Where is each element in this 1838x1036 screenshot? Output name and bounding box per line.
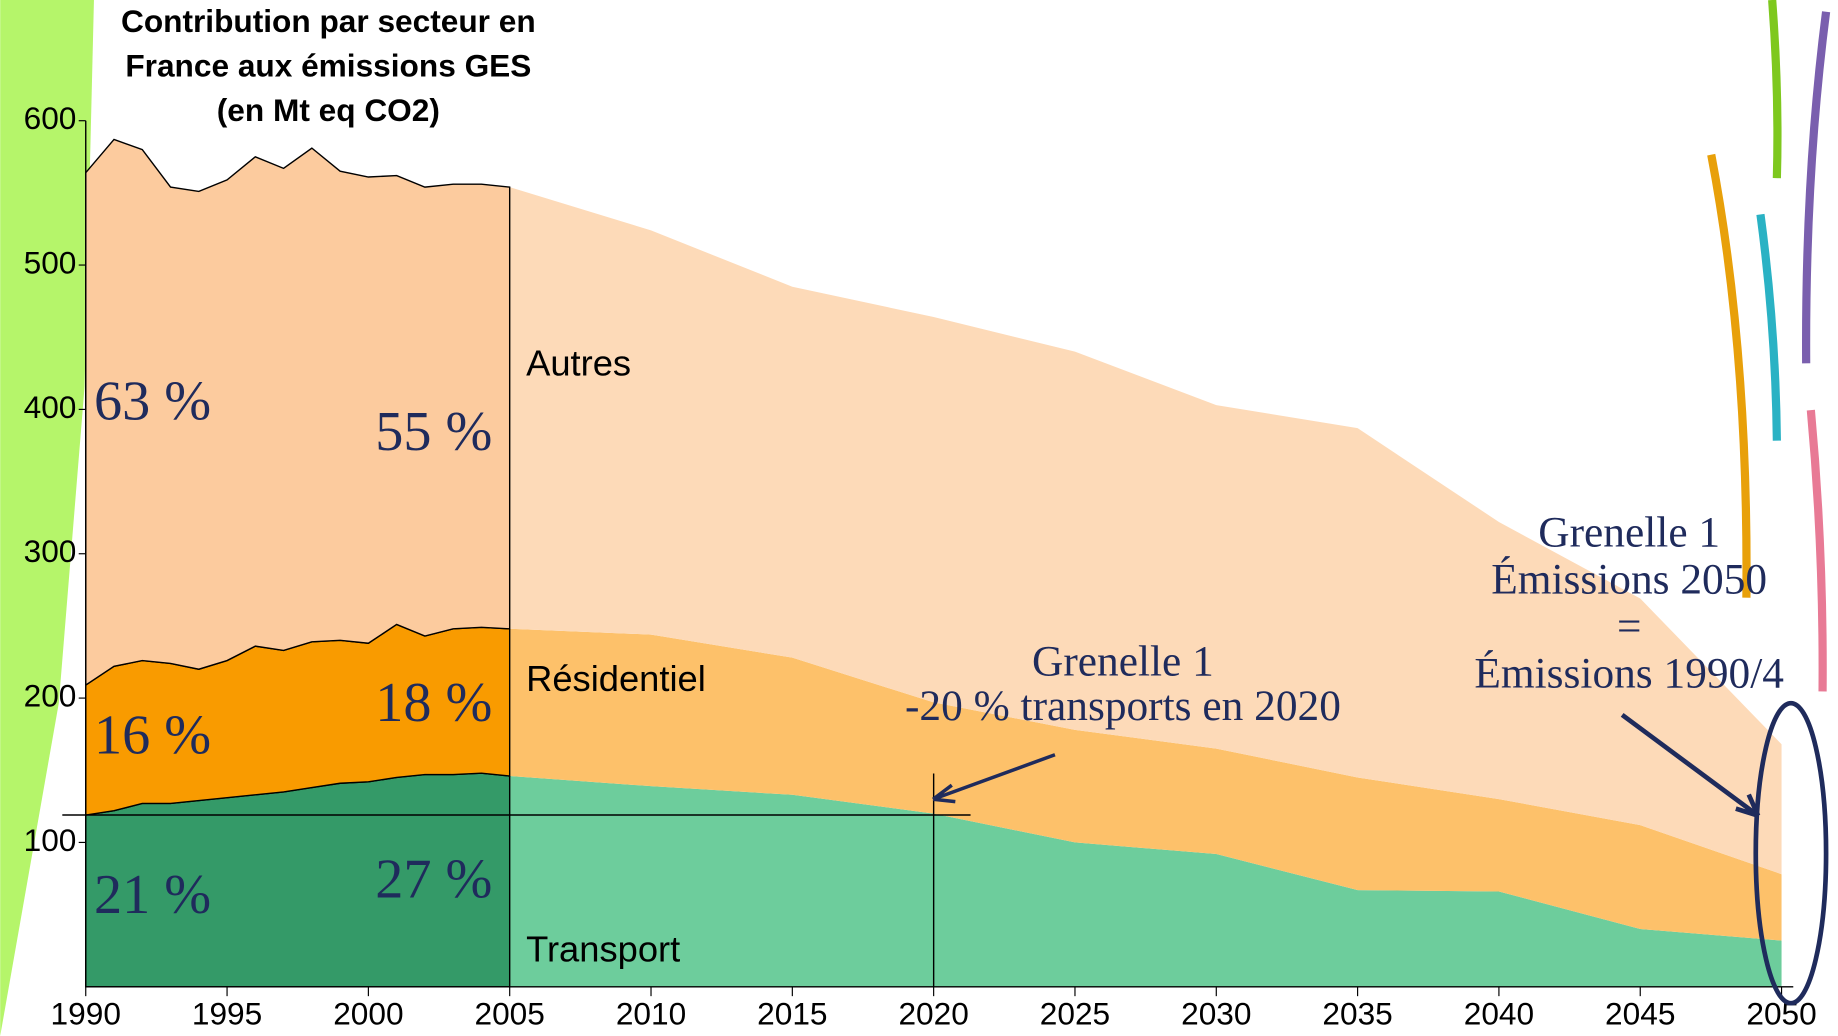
y-tick-label: 100 (24, 822, 77, 858)
x-tick-label: 2010 (616, 995, 686, 1031)
annotation: Grenelle 1 (1032, 638, 1214, 686)
y-tick-label: 400 (24, 389, 77, 425)
series-label: Transport (526, 928, 680, 969)
share-label: 16 % (94, 705, 211, 767)
share-label: 21 % (94, 864, 211, 926)
area-proj (509, 187, 1782, 875)
share-label: 55 % (375, 401, 492, 463)
area-proj (509, 628, 1782, 941)
y-tick-label: 200 (24, 677, 77, 713)
x-tick-label: 2020 (898, 995, 968, 1031)
x-tick-label: 2000 (333, 995, 403, 1031)
decor-stripe (0, 0, 94, 1036)
x-tick-label: 2035 (1322, 995, 1392, 1031)
x-tick-label: 2025 (1040, 995, 1110, 1031)
x-tick-label: 2040 (1464, 995, 1534, 1031)
x-tick-label: 2045 (1605, 995, 1675, 1031)
x-tick-label: 2030 (1181, 995, 1251, 1031)
chart-title: France aux émissions GES (125, 47, 531, 83)
highlight-ellipse (1753, 700, 1829, 1006)
annotation: = (1617, 602, 1641, 650)
annotation: Grenelle 1 (1538, 509, 1720, 557)
arrow (932, 753, 1056, 804)
plot: Transport Résidentiel Autres 100 200 300 400 50… (24, 3, 1829, 1031)
y-tick-label: 600 (24, 100, 77, 136)
share-label: 18 % (375, 672, 492, 734)
series-label: Résidentiel (526, 658, 706, 699)
annotation: Émissions 1990/4 (1474, 648, 1784, 697)
x-tick-label: 1995 (192, 995, 262, 1031)
chart-title: Contribution par secteur en (121, 3, 536, 39)
chart-title: (en Mt eq CO2) (217, 92, 440, 128)
share-label: 27 % (375, 849, 492, 911)
series-label: Autres (526, 342, 631, 383)
x-tick-label: 2015 (757, 995, 827, 1031)
x-tick-label: 1990 (51, 995, 121, 1031)
y-tick-label: 500 (24, 244, 77, 280)
annotation: -20 % transports en 2020 (905, 682, 1341, 730)
x-tick-label: 2050 (1746, 995, 1816, 1031)
annotation: Émissions 2050 (1491, 555, 1767, 604)
share-label: 63 % (94, 371, 211, 433)
area-proj (509, 776, 1782, 987)
x-tick-label: 2005 (475, 995, 545, 1031)
decor-arcs (1707, 0, 1831, 692)
y-tick-label: 300 (24, 533, 77, 569)
